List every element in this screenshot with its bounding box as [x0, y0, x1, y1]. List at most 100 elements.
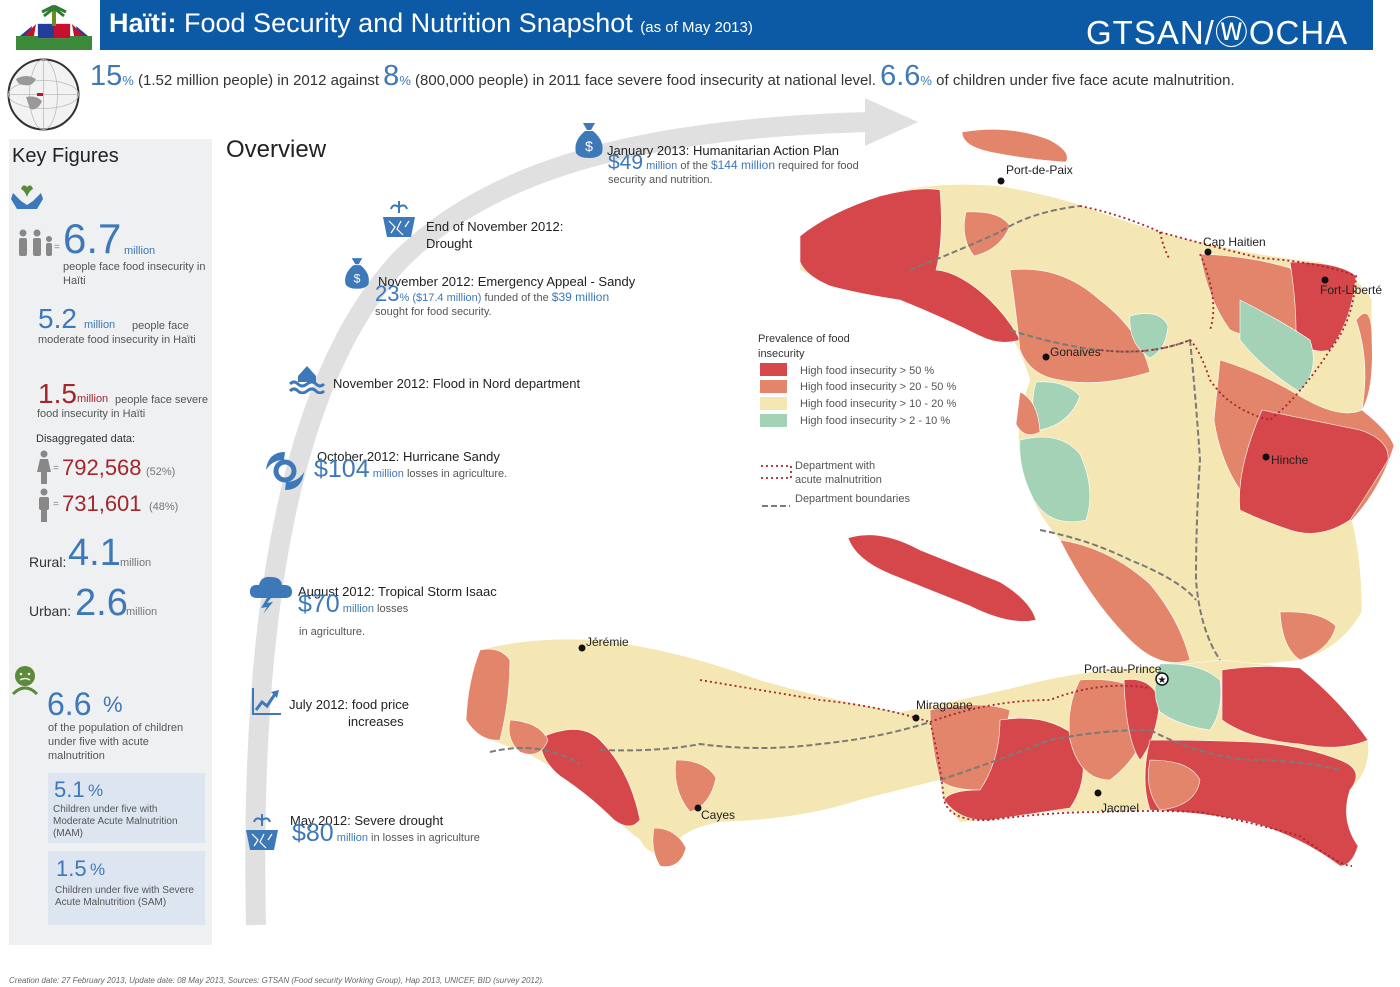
legend-malnutrition-symbol: [760, 462, 792, 487]
money-bag-icon: $: [343, 256, 371, 295]
city-label-port-au-prince: Port-au-Prince: [1084, 662, 1162, 676]
storm-cloud-icon: [247, 574, 295, 619]
legend-label-10-20: High food insecurity > 10 - 20 %: [800, 398, 957, 410]
map-region-sud-west-moderate: [508, 719, 549, 755]
page-title: Haïti: Food Security and Nutrition Snaps…: [109, 8, 753, 39]
map-malnutrition-outline-south: [699, 679, 1353, 867]
map-region-nord-ouest-high: [799, 188, 1021, 343]
event-may-2012-detail: $80 million in losses in agriculture: [292, 821, 480, 846]
map-capital-star: ★: [1158, 675, 1167, 686]
flood-icon: [288, 362, 326, 399]
kf-urban-label: Urban:: [29, 603, 72, 619]
kf-rural-unit: million: [120, 557, 152, 569]
hands-plant-icon: [11, 183, 43, 214]
kf-severe-unit: million: [77, 393, 109, 405]
kf-urban-value: 2.6: [75, 582, 128, 624]
map-region-nord-est-low: [1239, 299, 1314, 393]
kf-total-text: people face food insecurity in Haïti: [63, 261, 206, 287]
kf-mam-unit: %: [88, 781, 104, 800]
city-label-miragoane: Miragoane: [916, 698, 973, 712]
kf-mam-text: Children under five with Moderate Acute …: [53, 804, 178, 839]
event-nov-2012-appeal-rest: sought for food security.: [375, 306, 492, 318]
key-figures-title: Key Figures: [12, 145, 119, 167]
sam-box: 1.5 % Children under five with Severe Ac…: [48, 851, 205, 925]
event-end-nov-2012-title: End of November 2012:: [426, 219, 564, 234]
hurricane-icon: [260, 446, 310, 501]
map-region-sud-est-east-high: [1221, 666, 1369, 748]
event-nov-2012-appeal-amount2: $39 million: [551, 290, 610, 304]
event-nov-2012-appeal-unit: %: [399, 292, 410, 304]
kf-severe-text-2: food insecurity in Haïti: [37, 408, 146, 420]
map-region-port-au-prince-low: [1154, 663, 1222, 731]
city-label-fort-liberte: Fort-Liberté: [1320, 283, 1383, 297]
city-label-jeremie: Jérémie: [586, 635, 629, 649]
legend-swatch-10-20: [760, 397, 787, 410]
legend-label-20-50: High food insecurity > 20 - 50 %: [800, 381, 957, 393]
globe-locator-icon: [6, 57, 81, 132]
svg-text:$: $: [354, 272, 361, 286]
event-end-nov-2012-title2: Drought: [426, 236, 473, 251]
kf-total-value: 6.7: [63, 215, 122, 262]
event-jul-2012-title: July 2012: food price: [289, 697, 409, 712]
female-icon: [36, 450, 52, 489]
title-text: Food Security and Nutrition Snapshot: [184, 8, 633, 38]
overview-title: Overview: [226, 136, 327, 163]
haiti-coat-of-arms-logo: [8, 2, 100, 52]
kf-moderate-unit: million: [84, 319, 116, 331]
legend-label-high-50: High food insecurity > 50 %: [800, 365, 935, 377]
people-group-icon: [15, 229, 59, 262]
map-region-jacmel-moderate: [1148, 759, 1201, 811]
legend-boundary-symbol: [762, 496, 790, 514]
map-region-artibonite-west-moderate: [1015, 391, 1041, 435]
event-aug-2012-amount: $70: [298, 590, 340, 618]
map-department-boundaries: [489, 205, 1341, 781]
headline-statement: 15% (1.52 million people) in 2012 agains…: [90, 60, 1235, 93]
kf-child-value: 6.6: [47, 686, 92, 722]
footer-sources: Creation date: 27 February 2013, Update …: [9, 976, 545, 985]
headline-text-3: of children under five face acute malnut…: [936, 72, 1235, 89]
money-bag-icon: $: [573, 121, 605, 164]
legend-title: Prevalence of food insecurity: [758, 333, 850, 360]
city-label-gonaives: Gonaives: [1050, 345, 1101, 359]
event-aug-2012-unit: million: [342, 603, 374, 615]
headline-pct-unit-1: %: [122, 73, 134, 88]
map-city-dot-port-au-prince: [1155, 672, 1169, 686]
kf-moderate-text-1: people face: [132, 320, 189, 332]
key-figures-panel: Key Figures = 6.7 million people face fo…: [9, 139, 212, 945]
kf-female-value: 792,568: [62, 455, 142, 480]
legend-label-2-10: High food insecurity > 2 - 10 %: [800, 415, 951, 427]
event-may-2012-unit: million: [336, 832, 368, 844]
event-nov-2012-appeal-amount: 23: [375, 281, 400, 306]
kf-female-pct: (52%): [146, 466, 176, 478]
map-region-centre-high: [1239, 409, 1389, 534]
map-region-sud-south-moderate: [652, 827, 687, 867]
header-bar: [100, 0, 1373, 50]
event-aug-2012-title: August 2012: Tropical Storm Isaac: [298, 584, 497, 599]
svg-text:$: $: [585, 138, 593, 154]
event-may-2012-amount: $80: [292, 819, 334, 847]
map-region-centre-east-moderate: [1279, 611, 1337, 661]
event-jan-2013-rest: required for food security and nutrition…: [608, 160, 859, 186]
kf-child-text: of the population of children under five…: [48, 722, 184, 762]
kf-urban-unit: million: [126, 606, 158, 618]
city-label-cayes: Cayes: [701, 808, 736, 822]
event-oct-2012-unit: million: [372, 468, 404, 480]
map-region-gonave-island: [847, 534, 1037, 622]
event-nov-2012-flood-title: November 2012: Flood in Nord department: [333, 376, 581, 391]
city-label-hinche: Hinche: [1271, 453, 1309, 467]
headline-pct-2012: 15: [90, 60, 123, 92]
event-oct-2012-title: October 2012: Hurricane Sandy: [317, 449, 500, 464]
event-nov-2012-appeal-title: November 2012: Emergency Appeal - Sandy: [378, 274, 636, 289]
kf-male-value: 731,601: [62, 491, 142, 516]
headline-pct-children: 6.6: [880, 60, 921, 92]
map-city-dot-hinche: [1262, 453, 1270, 461]
map-region-cayes-moderate: [675, 759, 717, 813]
event-may-2012-rest: in losses in agriculture: [371, 832, 480, 844]
kf-moderate-text-2: moderate food insecurity in Haïti: [38, 334, 196, 346]
event-jan-2013-title: January 2013: Humanitarian Action Plan: [607, 143, 839, 158]
kf-total-unit: million: [124, 245, 156, 257]
event-aug-2012-rest2: in agriculture.: [299, 626, 366, 638]
map-city-dot-jeremie: [578, 644, 586, 652]
event-oct-2012-amount: $104: [314, 455, 370, 483]
event-jan-2013-unit: million: [646, 160, 678, 172]
